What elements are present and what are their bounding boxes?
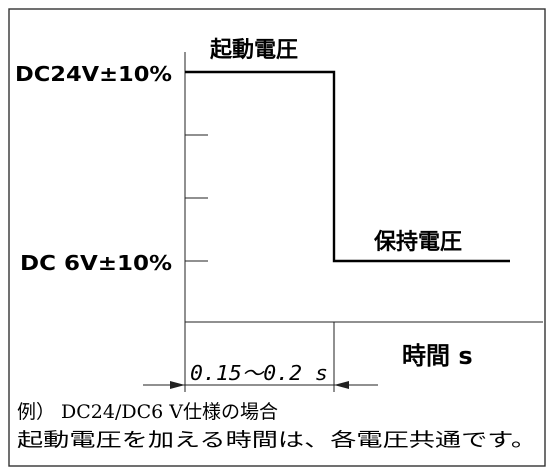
dimension-arrow-left [170,381,185,389]
voltage-trace [185,70,510,263]
time-axis-label: 時間 s [402,342,473,370]
dimension-arrow-right [334,381,349,389]
common-time-note: 起動電圧を加える時間は、各電圧共通です。 [17,429,537,451]
lower-voltage-label: DC 6V±10% [20,251,172,275]
upper-voltage-label: DC24V±10% [15,62,172,86]
holding-voltage-label: 保持電圧 [373,230,462,255]
diagram-frame [8,8,546,467]
startup-voltage-label: 起動電圧 [209,38,298,63]
example-note: 例） DC24/DC6 V仕様の場合 [17,401,278,423]
interval-label: 0.15～0.2 s [190,361,328,385]
